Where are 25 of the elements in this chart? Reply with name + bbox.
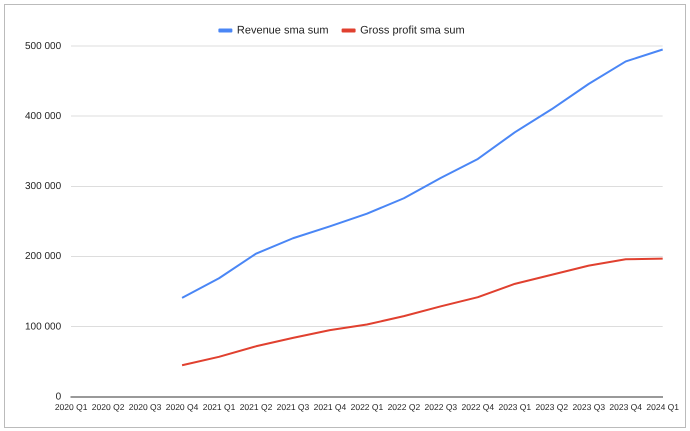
x-tick-label: 2020 Q3: [128, 402, 162, 412]
x-tick-label: 2023 Q3: [572, 402, 606, 412]
x-tick-label: 2022 Q1: [350, 402, 384, 412]
y-tick-label: 0: [56, 392, 62, 403]
x-tick-label: 2021 Q2: [240, 402, 273, 412]
x-tick-label: 2022 Q3: [424, 402, 458, 412]
x-tick-label: 2021 Q3: [276, 402, 310, 412]
y-tick-label: 400 000: [24, 110, 62, 122]
x-tick-label: 2020 Q1: [54, 402, 88, 412]
legend-label: Gross profit sma sum: [360, 24, 465, 37]
x-tick-label: 2020 Q4: [166, 402, 199, 412]
x-tick-label: 2022 Q4: [462, 402, 494, 412]
y-tick-label: 200 000: [24, 251, 62, 262]
x-tick-label: 2020 Q2: [92, 402, 125, 412]
x-tick-label: 2023 Q1: [498, 402, 532, 412]
y-tick-label: 300 000: [24, 181, 62, 192]
x-tick-label: 2021 Q1: [202, 402, 236, 412]
y-tick-label: 500 000: [24, 40, 62, 52]
y-tick-label: 100 000: [24, 321, 62, 332]
x-tick-label: 2023 Q2: [535, 402, 568, 412]
x-tick-label: 2023 Q4: [609, 402, 642, 412]
x-tick-label: 2022 Q2: [388, 402, 420, 412]
legend-label: Revenue sma sum: [236, 24, 329, 37]
x-tick-label: 2024 Q1: [646, 402, 680, 412]
x-tick-label: 2021 Q4: [314, 402, 347, 412]
